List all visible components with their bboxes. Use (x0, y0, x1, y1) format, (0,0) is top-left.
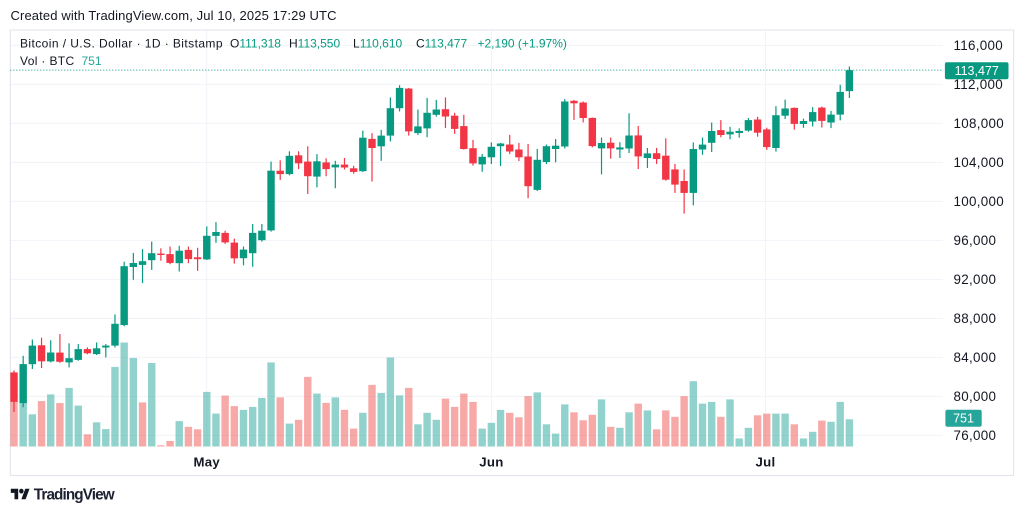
svg-text:Jul: Jul (756, 454, 776, 469)
svg-text:Created with TradingView.com,: Created with TradingView.com, Jul 10, 20… (11, 8, 337, 23)
svg-text:+2,190 (+1.97%): +2,190 (+1.97%) (478, 37, 567, 51)
svg-text:116,000: 116,000 (954, 38, 1004, 53)
svg-text:TradingView: TradingView (34, 486, 115, 503)
svg-text:96,000: 96,000 (954, 233, 997, 248)
svg-text:L110,610: L110,610 (353, 37, 403, 51)
svg-text:80,000: 80,000 (954, 389, 997, 404)
svg-text:84,000: 84,000 (954, 350, 997, 365)
svg-text:92,000: 92,000 (954, 272, 997, 287)
svg-text:108,000: 108,000 (954, 116, 1005, 131)
svg-text:88,000: 88,000 (954, 311, 997, 326)
svg-text:104,000: 104,000 (954, 155, 1005, 170)
svg-text:O111,318: O111,318 (230, 37, 281, 51)
svg-text:113,477: 113,477 (955, 64, 999, 78)
svg-text:H113,550: H113,550 (289, 37, 340, 51)
svg-text:751: 751 (953, 412, 974, 426)
svg-text:751: 751 (82, 54, 102, 68)
svg-text:C113,477: C113,477 (416, 37, 467, 51)
svg-text:Vol · BTC: Vol · BTC (20, 54, 75, 68)
svg-text:Bitcoin / U.S. Dollar · 1D · B: Bitcoin / U.S. Dollar · 1D · Bitstamp (20, 37, 223, 51)
svg-text:76,000: 76,000 (954, 428, 997, 443)
svg-text:100,000: 100,000 (954, 194, 1005, 209)
svg-text:May: May (194, 454, 221, 469)
svg-text:112,000: 112,000 (954, 77, 1004, 92)
svg-text:Jun: Jun (479, 454, 503, 469)
